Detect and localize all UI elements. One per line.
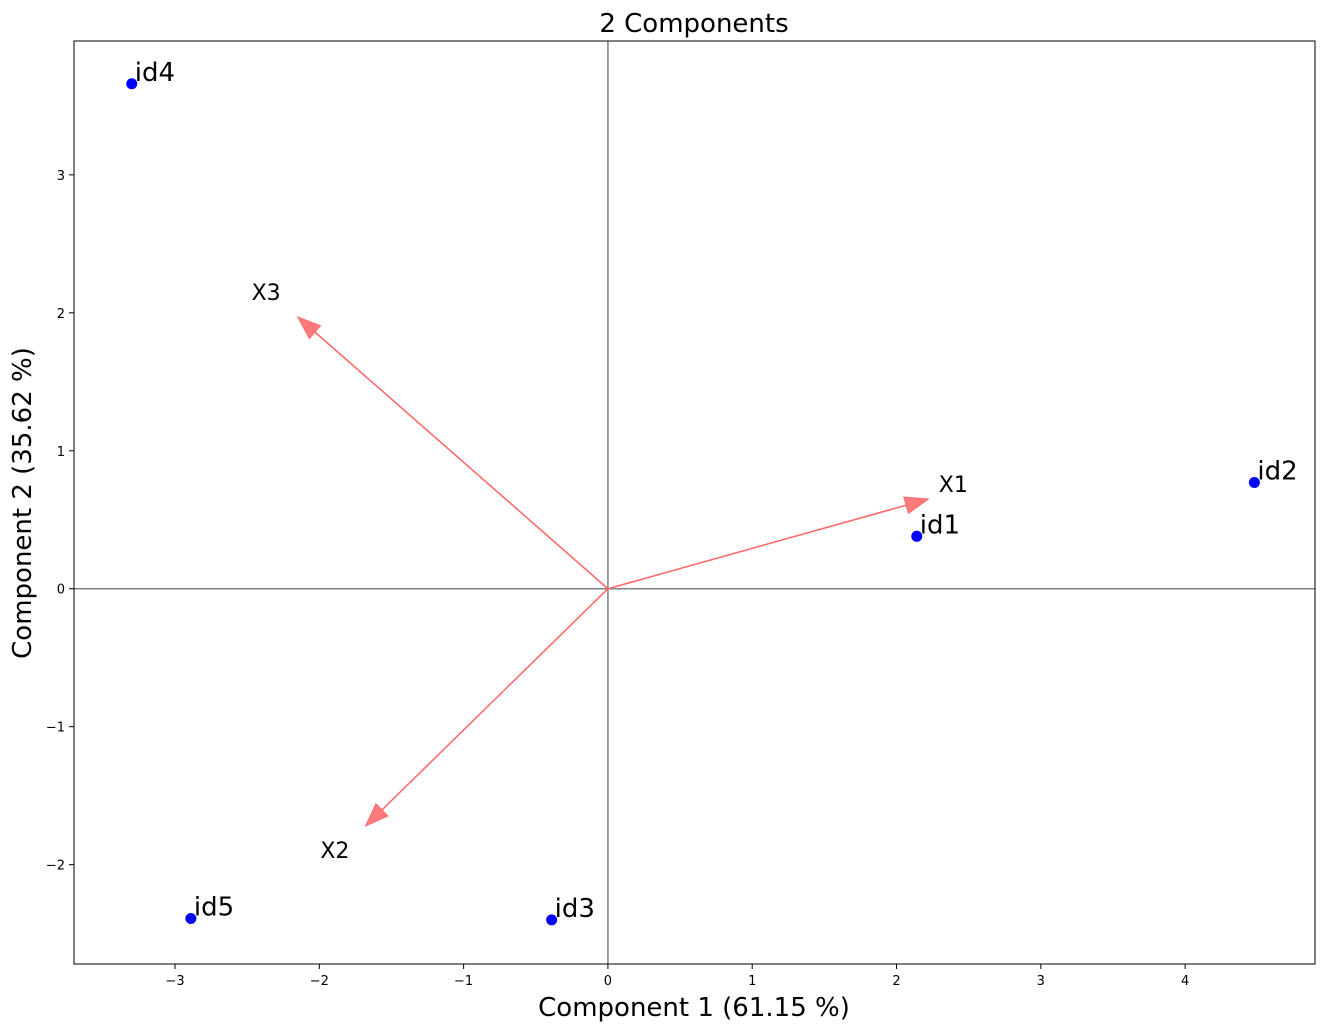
data-points: id1 id2 id3 id4 id5 [126,58,1298,926]
x-axis-ticks: −3 −2 −1 0 1 2 3 4 [165,964,1189,989]
x-tick-label: 1 [748,974,756,989]
point-label-id3: id3 [555,894,595,924]
x-axis-label: Component 1 (61.15 %) [538,993,850,1023]
point-label-id5: id5 [194,892,234,922]
x-tick-label: 2 [892,974,900,989]
point-id4 [126,78,138,90]
point-id1 [911,530,923,542]
vector-head-x1 [903,496,930,515]
x-tick-label: −2 [310,974,329,989]
point-id3 [546,914,558,926]
y-axis-label: Component 2 (35.62 %) [8,347,38,659]
x-tick-label: 3 [1037,974,1045,989]
vector-label-x2: X2 [320,839,349,864]
vector-head-x3 [296,315,322,340]
vector-shaft-x1 [607,504,907,590]
y-axis-ticks: −2 −1 0 1 2 3 [46,169,74,874]
plot-frame [73,40,1316,965]
x-tick-label: 4 [1181,974,1189,989]
y-tick-label: −1 [46,721,65,736]
zero-lines [74,41,1315,964]
vector-label-x3: X3 [252,281,281,306]
y-tick-label: −2 [46,859,65,874]
x-tick-label: −1 [454,974,473,989]
point-label-id4: id4 [135,58,175,88]
point-label-id1: id1 [920,510,960,540]
point-id2 [1248,476,1260,488]
vector-shaft-x3 [314,331,609,590]
vector-head-x2 [364,803,389,828]
y-tick-label: 0 [57,583,65,598]
x-tick-label: −3 [165,974,184,989]
x-tick-label: 0 [604,974,612,989]
point-label-id2: id2 [1257,456,1297,486]
loading-vectors: X1 X2 X3 [252,281,968,864]
vector-label-x1: X1 [939,473,968,498]
vector-shaft-x2 [381,588,609,811]
point-id5 [185,912,197,924]
y-tick-label: 1 [57,445,65,460]
y-tick-label: 3 [57,169,65,184]
chart-title: 2 Components [599,9,788,39]
y-tick-label: 2 [57,307,65,322]
